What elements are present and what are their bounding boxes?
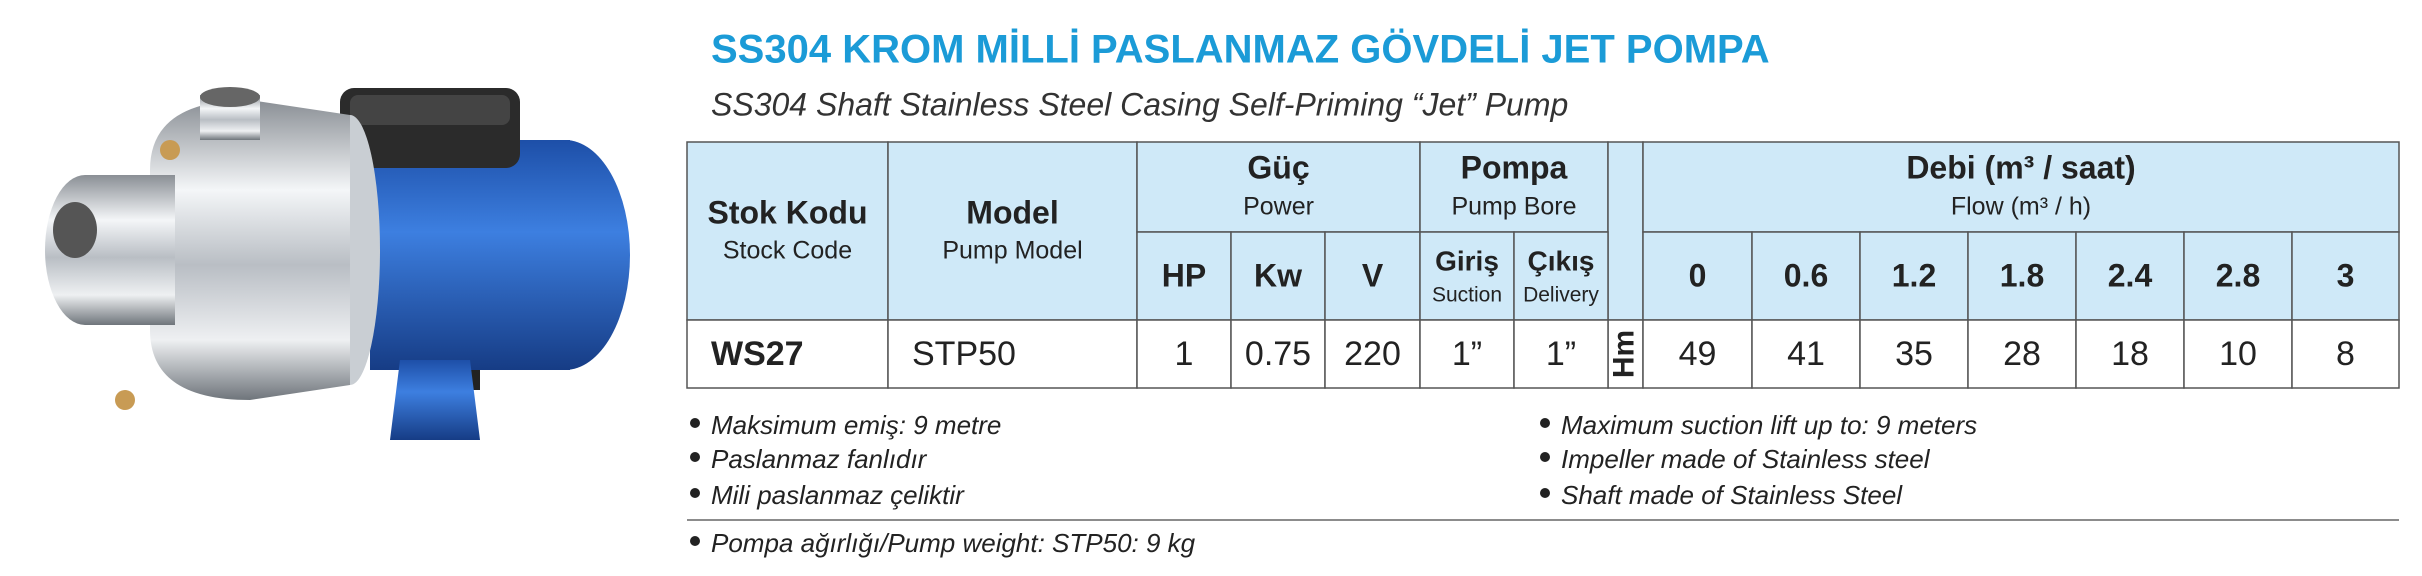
table-cell (887, 141, 1138, 321)
table-value: 10 (2219, 335, 2257, 373)
table-value: WS27 (711, 335, 804, 373)
feature-text: Pompa ağırlığı/Pump weight: STP50: 9 kg (711, 528, 1196, 558)
table-value: 18 (2111, 335, 2149, 373)
table-cell (1419, 231, 1515, 321)
subheader-label: Kw (1254, 257, 1302, 293)
subheader-sublabel: Suction (1432, 284, 1502, 307)
subtitle: SS304 Shaft Stainless Steel Casing Self-… (711, 86, 1568, 122)
spec-table: Stok Kodu Stock Code Model Pump Model Güç Pow… (686, 141, 2400, 389)
table-value: 35 (1895, 335, 1933, 373)
subheader-label: HP (1162, 257, 1206, 293)
table-cell (1230, 319, 1326, 389)
table-value: 49 (1679, 335, 1717, 373)
table-value: 8 (2336, 335, 2355, 373)
features: Maksimum emiş: 9 metre Paslanmaz fanlıdır… (687, 410, 2399, 558)
header-sublabel: Power (1243, 193, 1314, 221)
table-value: 0.75 (1245, 335, 1311, 373)
feature-text: Impeller made of Stainless steel (1561, 444, 1931, 474)
subheader-label: 0.6 (1784, 257, 1828, 293)
table-value: STP50 (912, 335, 1016, 373)
header-label: Debi (m³ / saat) (1906, 149, 2135, 185)
table-cell (1607, 141, 1644, 321)
header-sublabel: Stock Code (723, 237, 852, 265)
table-cell (2183, 319, 2293, 389)
table-cell (1419, 319, 1515, 389)
header-sublabel: Pump Model (942, 237, 1082, 265)
table-cell (1419, 141, 1609, 233)
table-cell (1136, 141, 1421, 233)
table-cell (1136, 319, 1232, 389)
table-value: 41 (1787, 335, 1825, 373)
header-sublabel: Flow (m³ / h) (1951, 193, 2091, 221)
bullet (1540, 418, 1550, 428)
header-label: Stok Kodu (708, 194, 868, 230)
table-cell (1607, 319, 1644, 389)
subheader-label: 1.2 (1892, 257, 1936, 293)
subheader-sublabel: Delivery (1523, 284, 1599, 307)
bullet (1540, 452, 1550, 462)
subheader-label: 1.8 (2000, 257, 2044, 293)
table-value: 28 (2003, 335, 2041, 373)
table-cell (1751, 231, 1861, 321)
table-value: 1” (1452, 335, 1482, 373)
feature-text: Maksimum emiş: 9 metre (711, 410, 1001, 440)
table-cell (1859, 319, 1969, 389)
table-cell (1513, 231, 1609, 321)
feature-text: Mili paslanmaz çeliktir (711, 480, 965, 510)
table-value: 1 (1175, 335, 1194, 373)
table-cell (2291, 319, 2400, 389)
table-cell (2075, 319, 2185, 389)
header-label: Model (966, 194, 1058, 230)
feature-text: Paslanmaz fanlıdır (711, 444, 928, 474)
table-cell (686, 319, 889, 389)
header-label: Pompa (1461, 149, 1568, 185)
table-cell (1642, 231, 1753, 321)
table-cell (1513, 319, 1609, 389)
feature-text: Shaft made of Stainless Steel (1561, 480, 1903, 510)
table-cell (1642, 319, 1753, 389)
table-cell (686, 141, 889, 321)
table-value: 1” (1546, 335, 1576, 373)
bullet (690, 452, 700, 462)
bullet (690, 418, 700, 428)
bullet (1540, 488, 1550, 498)
subheader-label: 3 (2337, 257, 2355, 293)
bullet (690, 536, 700, 546)
subheader-label: Giriş (1435, 245, 1499, 276)
table-cell (1967, 319, 2077, 389)
table-cell (1751, 319, 1861, 389)
table-cell (887, 319, 1138, 389)
table-cell (2291, 231, 2400, 321)
table-cell (1967, 231, 2077, 321)
subheader-label: 2.4 (2108, 257, 2153, 293)
bullet (690, 488, 700, 498)
table-cell (1642, 141, 2400, 233)
pump-image (45, 87, 630, 440)
header-sublabel: Pump Bore (1451, 193, 1576, 221)
subheader-label: V (1362, 257, 1384, 293)
header-label: Güç (1247, 149, 1309, 185)
feature-text: Maximum suction lift up to: 9 meters (1561, 410, 1977, 440)
table-value: 220 (1344, 335, 1401, 373)
subheader-label: 0 (1689, 257, 1707, 293)
subheader-label: Çıkış (1528, 245, 1595, 276)
subheader-label: 2.8 (2216, 257, 2260, 293)
table-cell (1136, 231, 1232, 321)
title: SS304 KROM MİLLİ PASLANMAZ GÖVDELİ JET P… (711, 27, 1770, 72)
unit-label: Hm (1607, 330, 1640, 378)
